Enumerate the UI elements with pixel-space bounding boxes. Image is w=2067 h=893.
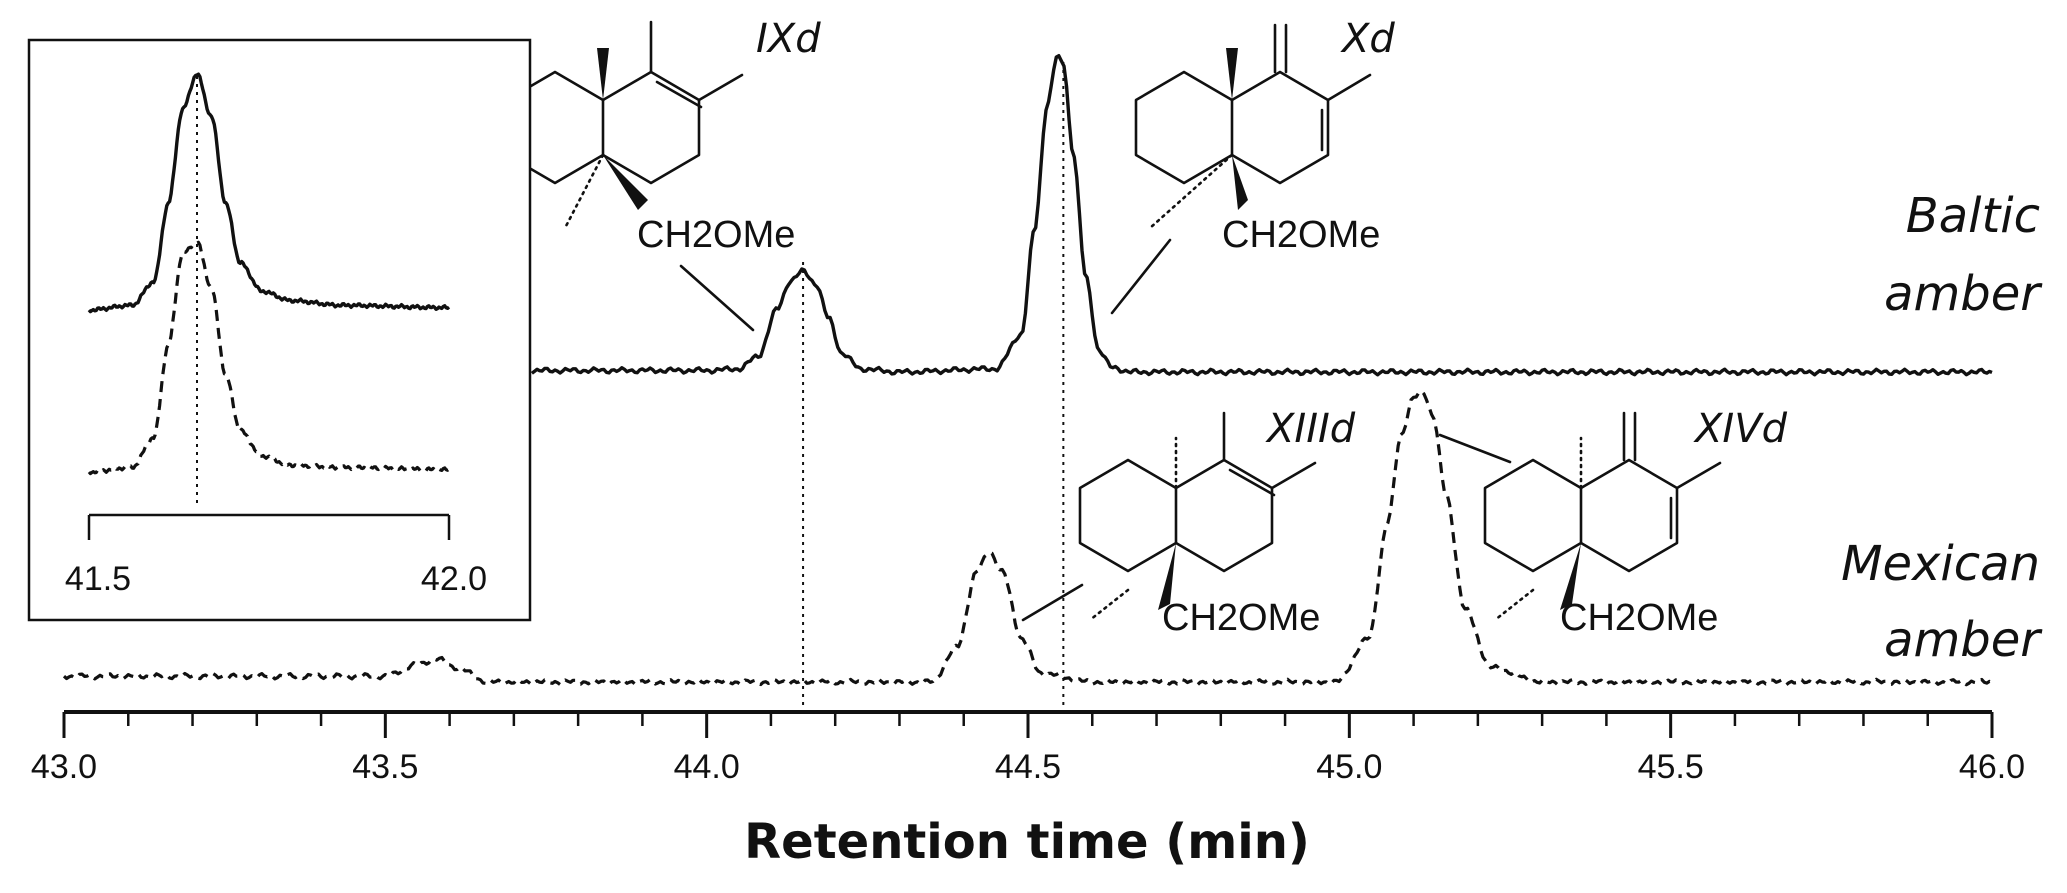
x-tick-label-4: 45.0 (1316, 748, 1382, 786)
substituent-xiiid: CH2OMe (1162, 597, 1320, 639)
substituent-ixd: CH2OMe (637, 214, 795, 256)
compound-label-xd: Xd (1340, 16, 1395, 62)
inset-panel: 41.5 42.0 (27, 38, 532, 622)
compound-label-ixd: IXd (756, 16, 821, 62)
pointer-xiiid (1021, 583, 1084, 622)
pointer-ixd (679, 264, 755, 332)
pointer-xivd (1438, 433, 1512, 464)
substituent-xd: CH2OMe (1222, 214, 1380, 256)
baseline-guide-lines (802, 62, 1065, 710)
structure-xiiid: XIIId CH2OMe (1021, 406, 1356, 639)
inset-x-tick-label-0: 41.5 (65, 560, 131, 598)
sample-label-mexican-line2: amber (1884, 612, 2043, 668)
inset-x-tick-label-1: 42.0 (421, 560, 487, 598)
compound-label-xiiid: XIIId (1265, 406, 1356, 452)
x-tick-label-1: 43.5 (352, 748, 418, 786)
sample-label-mexican: Mexican amber (1841, 536, 2043, 668)
sample-label-baltic-line2: amber (1884, 266, 2043, 322)
series-baltic-amber-line (530, 54, 1993, 377)
sample-label-baltic: Baltic amber (1884, 188, 2043, 322)
x-tick-label-6: 46.0 (1959, 748, 2025, 786)
inset-series-baltic-amber-line (87, 72, 451, 314)
x-tick-label-0: 43.0 (31, 748, 97, 786)
x-tick-label-5: 45.5 (1638, 748, 1704, 786)
x-axis-title: Retention time (min) (744, 814, 1310, 870)
structure-xd: Xd CH2OMe (1110, 16, 1395, 315)
sample-label-baltic-line1: Baltic (1906, 188, 2040, 244)
main-chart: 43.0 43.5 44.0 44.5 45.0 45.5 46.0 Retention t… (31, 54, 2025, 870)
substituent-xivd: CH2OMe (1560, 597, 1718, 639)
structure-xivd: XIVd CH2OMe (1438, 406, 1788, 639)
sample-label-mexican-line1: Mexican (1841, 536, 2040, 592)
pointer-xd (1110, 238, 1172, 315)
x-tick-label-3: 44.5 (995, 748, 1061, 786)
inset-series-mexican-amber-line (87, 240, 450, 476)
inset-x-axis: 41.5 42.0 (65, 513, 487, 598)
inset-frame (27, 38, 532, 622)
compound-label-xivd: XIVd (1693, 406, 1788, 452)
x-axis: 43.0 43.5 44.0 44.5 45.0 45.5 46.0 (31, 710, 2025, 786)
x-tick-label-2: 44.0 (674, 748, 740, 786)
structure-ixd: IXd CH2OMe (505, 16, 821, 332)
series-mexican-amber-line (62, 389, 1993, 687)
